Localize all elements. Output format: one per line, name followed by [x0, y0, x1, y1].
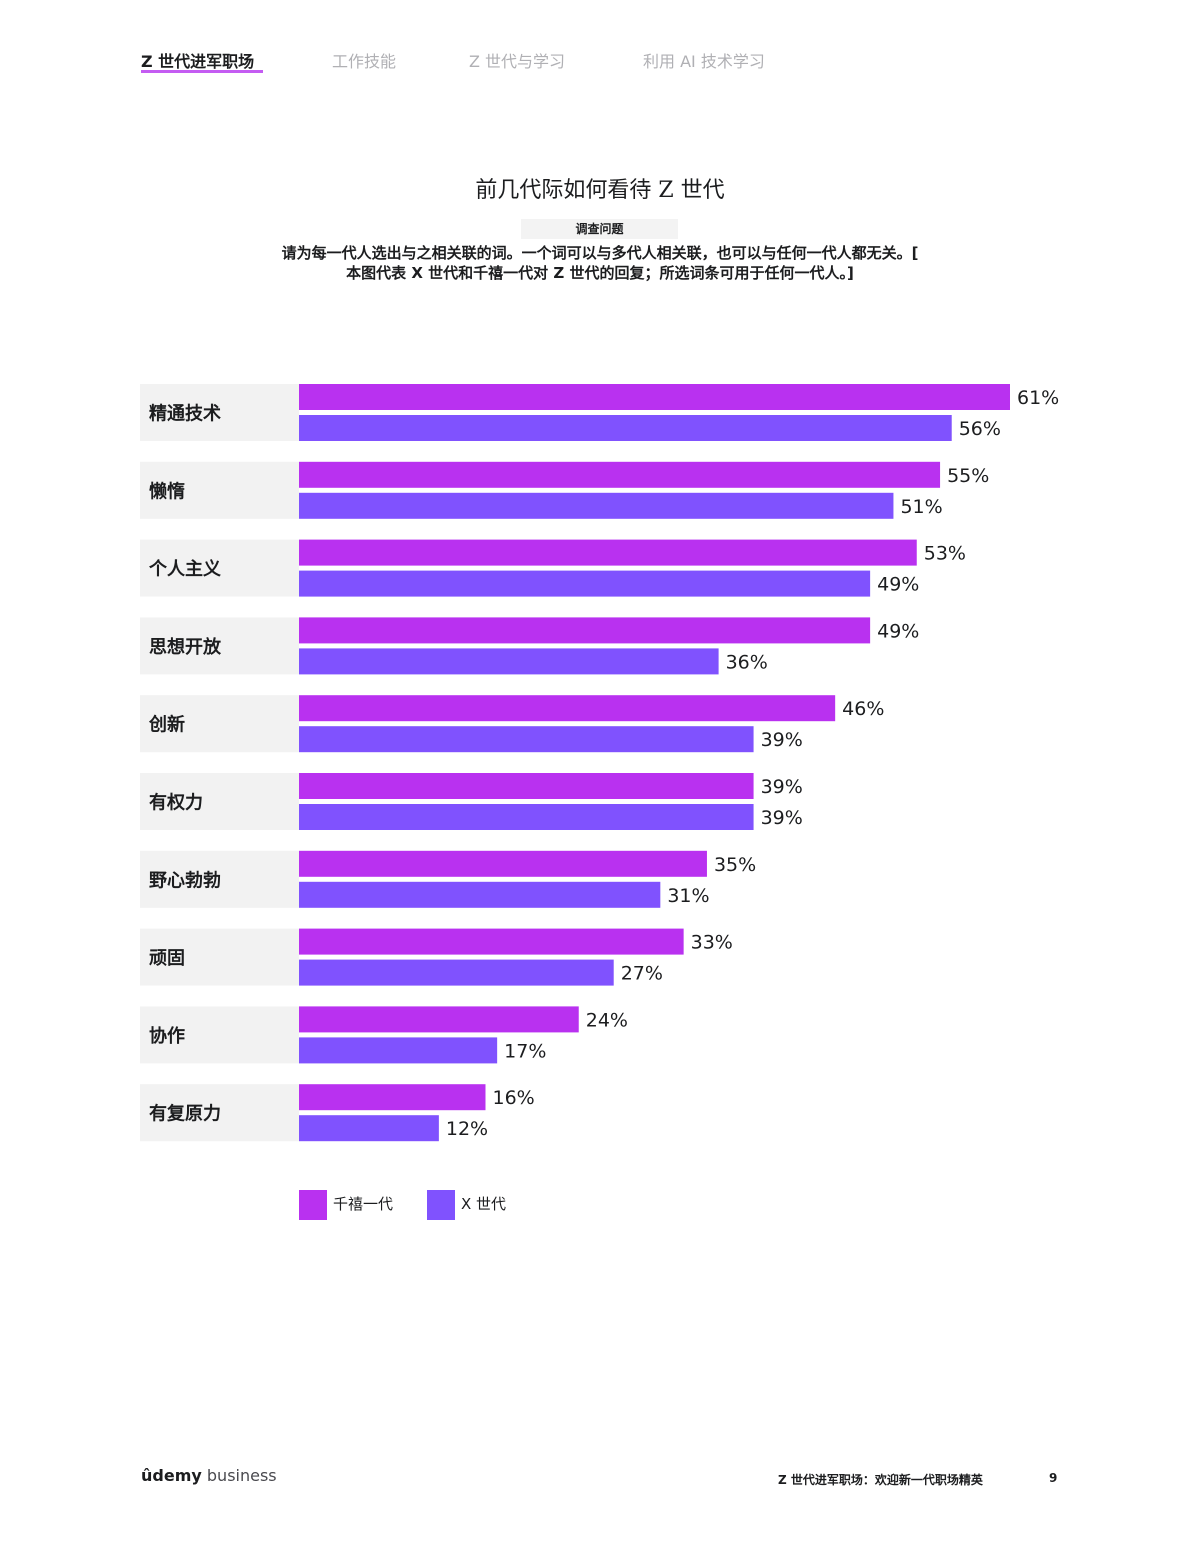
bar-千禧一代	[299, 928, 684, 955]
survey-question-line-2: 本图代表 X 世代和千禧一代对 Z 世代的回复；所选词条可用于任何一代人。]	[346, 264, 854, 282]
legend-swatch-gen-x	[427, 1190, 455, 1220]
survey-question-label: 调查问题	[521, 219, 678, 239]
data-label: 17%	[504, 1040, 546, 1062]
legend-label-gen-x: X 世代	[461, 1195, 507, 1213]
survey-question-line-1: 请为每一代人选出与之相关联的词。一个词可以与多代人相关联，也可以与任何一代人都无…	[281, 244, 919, 262]
category-label-bg	[140, 850, 299, 908]
tab-ai-learning[interactable]: 利用 AI 技术学习	[643, 52, 765, 71]
category-label: 个人主义	[148, 558, 221, 580]
tab-gen-z-learning[interactable]: Z 世代与学习	[469, 52, 566, 71]
bar-千禧一代	[299, 617, 871, 644]
bar-千禧一代	[299, 695, 836, 722]
bar-X-世代	[299, 726, 754, 753]
category-label-bg	[140, 1084, 299, 1142]
category-label-bg	[140, 384, 299, 441]
category-label-bg	[140, 773, 299, 830]
category-label: 野心勃勃	[149, 869, 221, 891]
category-label: 创新	[148, 714, 185, 736]
bar-X-世代	[299, 570, 871, 597]
tab-gen-z-workplace[interactable]: Z 世代进军职场	[141, 52, 255, 71]
category-label-bg	[140, 461, 299, 519]
bar-X-世代	[299, 1115, 439, 1142]
bar-千禧一代	[299, 850, 707, 877]
data-label: 49%	[877, 574, 919, 596]
data-label: 61%	[1017, 387, 1059, 409]
data-label: 51%	[900, 496, 942, 518]
bar-X-世代	[299, 959, 614, 986]
tab-work-skills[interactable]: 工作技能	[332, 52, 397, 71]
data-label: 46%	[842, 698, 884, 720]
category-label: 思想开放	[149, 636, 222, 658]
data-label: 24%	[586, 1009, 628, 1031]
category-label: 有复原力	[149, 1103, 221, 1125]
category-label-bg	[140, 695, 299, 753]
logo-brand: ûdemy	[141, 1466, 202, 1485]
category-label: 精通技术	[149, 403, 221, 425]
data-label: 35%	[714, 854, 756, 876]
bar-X-世代	[299, 492, 894, 519]
category-label-bg	[140, 928, 299, 986]
chart-title: 前几代际如何看待 Z 世代	[475, 178, 725, 203]
legend-swatch-millennials	[299, 1190, 327, 1220]
bar-X-世代	[299, 415, 952, 441]
category-label: 懒惰	[149, 480, 185, 502]
bar-X-世代	[299, 804, 754, 830]
bar-千禧一代	[299, 461, 941, 488]
category-label: 有权力	[149, 792, 203, 814]
page-number: 9	[1049, 1471, 1058, 1485]
bar-X-世代	[299, 881, 661, 908]
bar-X-世代	[299, 1037, 498, 1064]
category-label: 顽固	[149, 948, 185, 969]
data-label: 56%	[959, 418, 1001, 440]
data-label: 16%	[492, 1087, 534, 1109]
data-label: 27%	[621, 963, 663, 985]
category-label-bg	[140, 1006, 299, 1064]
udemy-business-logo[interactable]: ûdemy business	[141, 1466, 277, 1485]
survey-question-text: 请为每一代人选出与之相关联的词。一个词可以与多代人相关联，也可以与任何一代人都无…	[230, 243, 970, 283]
category-label: 协作	[149, 1025, 185, 1047]
category-label-bg	[140, 617, 299, 675]
legend-label-millennials: 千禧一代	[333, 1195, 394, 1213]
data-label: 39%	[761, 729, 803, 751]
data-label: 33%	[691, 932, 733, 954]
data-label: 39%	[761, 807, 803, 829]
data-label: 53%	[924, 543, 966, 565]
data-label: 49%	[877, 620, 919, 642]
data-label: 39%	[761, 776, 803, 798]
data-label: 31%	[667, 885, 709, 907]
bar-千禧一代	[299, 539, 917, 566]
data-label: 12%	[446, 1118, 488, 1140]
data-label: 55%	[947, 465, 989, 487]
bar-千禧一代	[299, 773, 754, 799]
bar-X-世代	[299, 648, 719, 675]
bar-千禧一代	[299, 1006, 579, 1033]
data-label: 36%	[726, 651, 768, 673]
active-tab-underline	[141, 70, 263, 73]
footer-document-title: Z 世代进军职场：欢迎新一代职场精英	[778, 1473, 983, 1487]
category-label-bg	[140, 539, 299, 597]
bar-千禧一代	[299, 384, 1010, 410]
logo-sub: business	[206, 1466, 277, 1485]
bar-千禧一代	[299, 1084, 486, 1111]
